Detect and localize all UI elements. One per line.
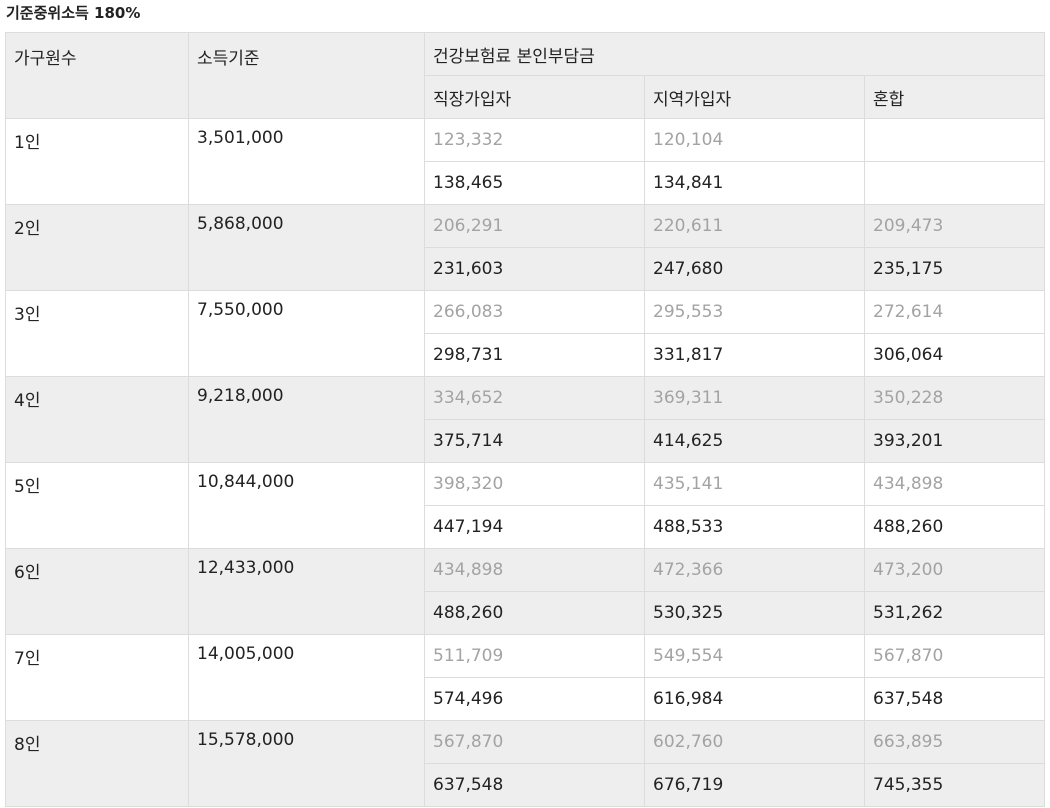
regional-cell: 134,841 [644, 161, 865, 205]
table-row: 3인 7,550,000 266,083 295,553 272,614 [5, 290, 1046, 377]
header-employee: 직장가입자 [424, 75, 645, 119]
table-row: 6인 12,433,000 434,898 472,366 473,200 [5, 548, 1046, 635]
mixed-cell: 473,200 [863, 548, 1046, 592]
household-cell: 5인 [5, 462, 189, 549]
mixed-cell: 235,175 [863, 247, 1046, 291]
table-row: 138,465 134,841 [6, 161, 1046, 205]
regional-cell: 530,325 [644, 591, 865, 635]
mixed-cell: 393,201 [863, 419, 1046, 463]
household-cell: 7인 [5, 634, 189, 721]
mixed-cell: 434,898 [863, 462, 1046, 506]
mixed-cell [863, 118, 1046, 162]
household-cell: 2인 [5, 204, 189, 291]
regional-cell: 602,760 [644, 720, 865, 764]
table-row: 1인 3,501,000 123,332 120,104 [5, 118, 1046, 205]
header-household: 가구원수 [5, 32, 189, 119]
household-cell: 3인 [5, 290, 189, 377]
household-cell: 8인 [5, 720, 189, 807]
regional-cell: 472,366 [644, 548, 865, 592]
mixed-cell: 272,614 [863, 290, 1046, 334]
header-regional: 지역가입자 [644, 75, 865, 119]
household-cell: 4인 [5, 376, 189, 463]
regional-cell: 616,984 [644, 677, 865, 721]
mixed-cell: 637,548 [863, 677, 1046, 721]
table-row: 8인 15,578,000 567,870 602,760 663,895 [5, 720, 1046, 807]
table-row: 2인 5,868,000 206,291 220,611 209,473 [5, 204, 1046, 291]
employee-cell: 334,652 [424, 376, 645, 420]
employee-cell: 567,870 [424, 720, 645, 764]
table-row: 375,714 414,625 393,201 [6, 419, 1046, 463]
regional-cell: 331,817 [644, 333, 865, 377]
regional-cell: 369,311 [644, 376, 865, 420]
household-cell: 6인 [5, 548, 189, 635]
employee-cell: 488,260 [424, 591, 645, 635]
table-row: 637,548 676,719 745,355 [6, 763, 1046, 807]
regional-cell: 247,680 [644, 247, 865, 291]
employee-cell: 637,548 [424, 763, 645, 807]
table-row: 574,496 616,984 637,548 [6, 677, 1046, 721]
income-premium-table: 가구원수 소득기준 건강보험료 본인부담금 직장가입자 지역가입자 혼합 1인 3… [5, 32, 1046, 807]
income-cell: 14,005,000 [188, 634, 425, 721]
employee-cell: 298,731 [424, 333, 645, 377]
table-row: 447,194 488,533 488,260 [6, 505, 1046, 549]
income-cell: 12,433,000 [188, 548, 425, 635]
income-cell: 9,218,000 [188, 376, 425, 463]
regional-cell: 488,533 [644, 505, 865, 549]
employee-cell: 266,083 [424, 290, 645, 334]
regional-cell: 549,554 [644, 634, 865, 678]
employee-cell: 375,714 [424, 419, 645, 463]
regional-cell: 414,625 [644, 419, 865, 463]
employee-cell: 511,709 [424, 634, 645, 678]
table-row: 4인 9,218,000 334,652 369,311 350,228 [5, 376, 1046, 463]
mixed-cell: 745,355 [863, 763, 1046, 807]
employee-cell: 206,291 [424, 204, 645, 248]
income-cell: 5,868,000 [188, 204, 425, 291]
mixed-cell [863, 161, 1046, 205]
income-cell: 3,501,000 [188, 118, 425, 205]
mixed-cell: 350,228 [863, 376, 1046, 420]
employee-cell: 231,603 [424, 247, 645, 291]
income-cell: 10,844,000 [188, 462, 425, 549]
regional-cell: 220,611 [644, 204, 865, 248]
mixed-cell: 531,262 [863, 591, 1046, 635]
regional-cell: 435,141 [644, 462, 865, 506]
income-cell: 15,578,000 [188, 720, 425, 807]
employee-cell: 123,332 [424, 118, 645, 162]
mixed-cell: 488,260 [863, 505, 1046, 549]
table-row: 5인 10,844,000 398,320 435,141 434,898 [5, 462, 1046, 549]
table-row: 7인 14,005,000 511,709 549,554 567,870 [5, 634, 1046, 721]
employee-cell: 138,465 [424, 161, 645, 205]
mixed-cell: 306,064 [863, 333, 1046, 377]
employee-cell: 574,496 [424, 677, 645, 721]
mixed-cell: 663,895 [863, 720, 1046, 764]
mixed-cell: 209,473 [863, 204, 1046, 248]
employee-cell: 434,898 [424, 548, 645, 592]
income-cell: 7,550,000 [188, 290, 425, 377]
regional-cell: 295,553 [644, 290, 865, 334]
regional-cell: 676,719 [644, 763, 865, 807]
household-cell: 1인 [5, 118, 189, 205]
mixed-cell: 567,870 [863, 634, 1046, 678]
table-row: 298,731 331,817 306,064 [6, 333, 1046, 377]
page-title: 기준중위소득 180% [6, 4, 141, 22]
header-income: 소득기준 [188, 32, 425, 119]
employee-cell: 398,320 [424, 462, 645, 506]
regional-cell: 120,104 [644, 118, 865, 162]
header-premium: 건강보험료 본인부담금 [423, 32, 1046, 76]
employee-cell: 447,194 [424, 505, 645, 549]
table-row: 231,603 247,680 235,175 [6, 247, 1046, 291]
header-mixed: 혼합 [863, 75, 1046, 119]
table-body: 1인 3,501,000 123,332 120,104 138,465 134,841 2… [5, 118, 1046, 807]
